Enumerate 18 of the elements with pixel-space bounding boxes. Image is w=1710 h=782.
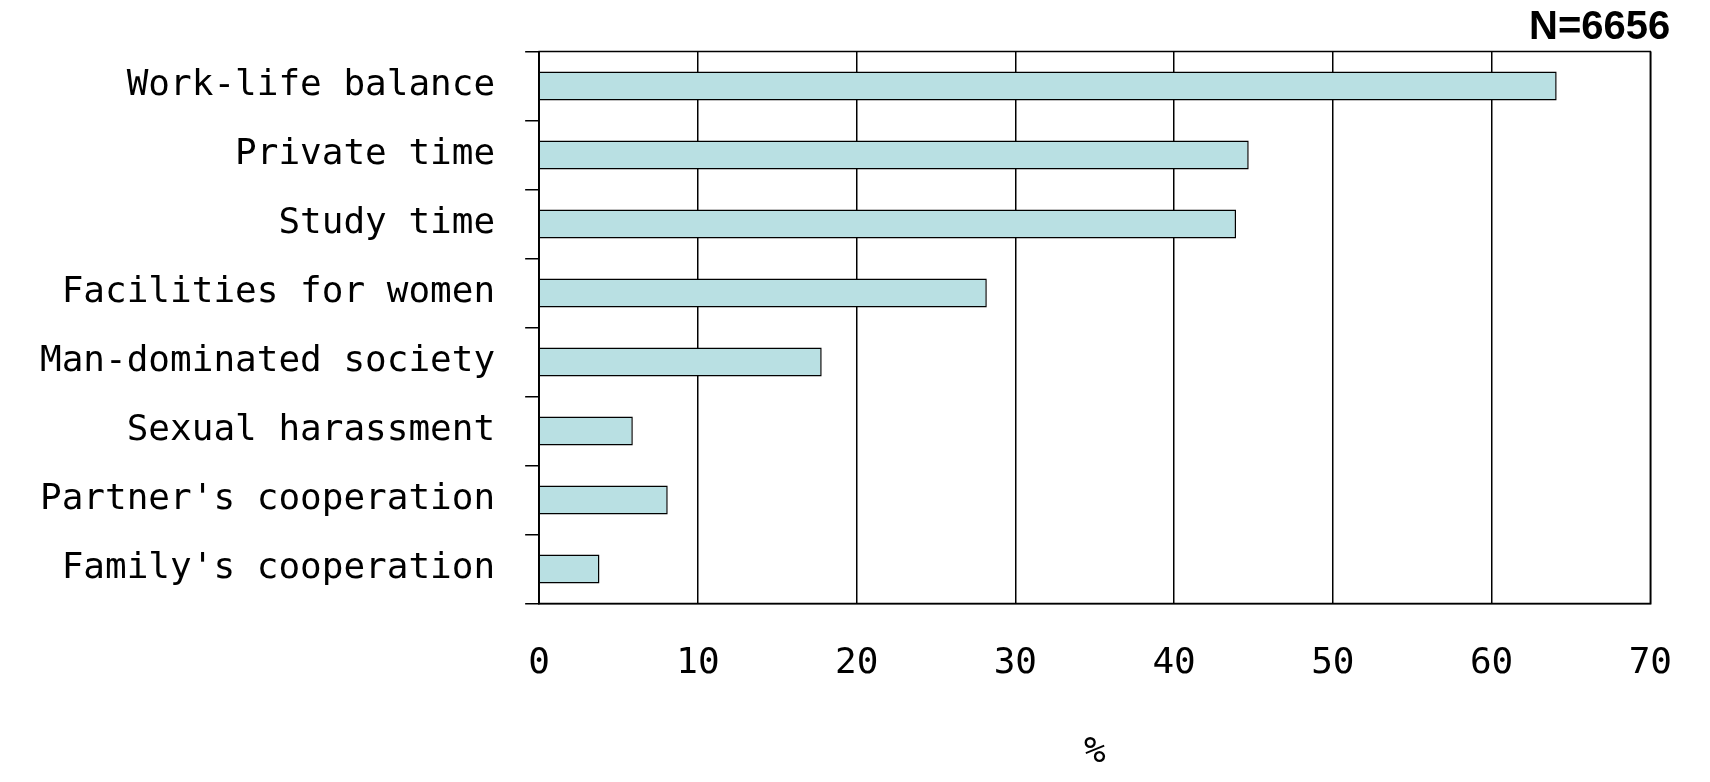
x-axis-title: %	[1083, 728, 1106, 770]
y-tick-label: Work-life balance	[126, 62, 496, 104]
x-tick-label: 50	[1311, 639, 1355, 681]
x-tick-label: 30	[993, 639, 1038, 681]
y-tick-label: Private time	[235, 131, 496, 173]
x-tick-label: 10	[676, 639, 720, 681]
y-tick-label: Facilities for women	[61, 269, 496, 311]
x-tick-label: 70	[1628, 639, 1673, 681]
y-tick-label: Study time	[278, 200, 496, 242]
text: N=6656	[1529, 2, 1671, 47]
y-tick-label: Family's cooperation	[61, 545, 496, 587]
y-tick-label: Partner's cooperation	[39, 476, 496, 518]
y-tick-label: Sexual harassment	[126, 407, 496, 449]
x-tick-label: 20	[834, 639, 879, 681]
y-tick-label: Man-dominated society	[39, 338, 496, 380]
x-tick-label: 40	[1152, 639, 1196, 681]
x-tick-label: 60	[1469, 639, 1514, 681]
x-tick-label: 0	[528, 639, 550, 681]
